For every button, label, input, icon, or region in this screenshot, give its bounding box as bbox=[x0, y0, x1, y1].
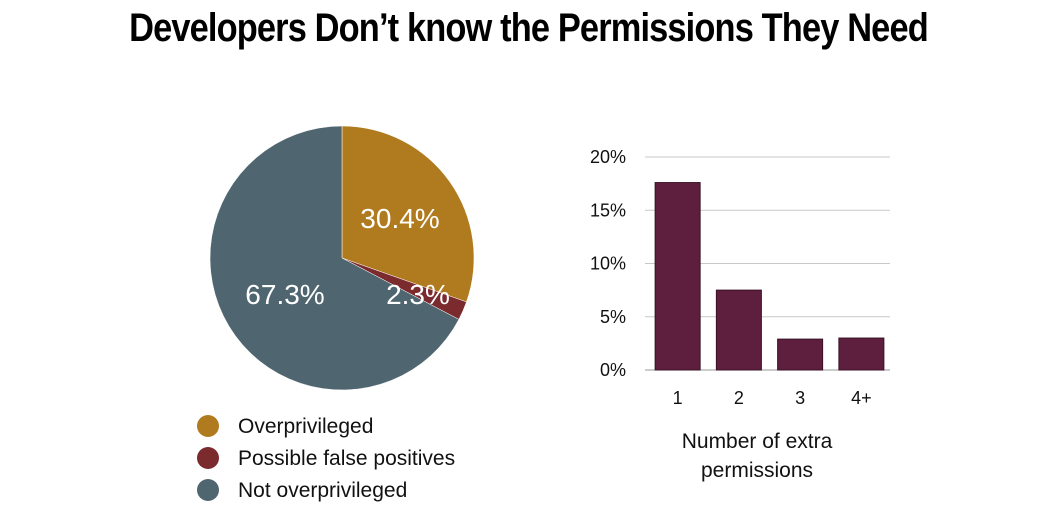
x-tick-label: 2 bbox=[734, 388, 744, 408]
legend-item-label: Possible false positives bbox=[238, 447, 455, 470]
legend-swatch bbox=[197, 479, 219, 501]
bar-3 bbox=[777, 338, 824, 371]
y-tick-label: 15% bbox=[590, 200, 626, 220]
pie-label-overprivileged: 30.4% bbox=[360, 203, 439, 234]
bar-chart: 0% 5% 10% 15% 20% 1 2 3 4+ Number of extra permiss… bbox=[590, 147, 890, 482]
x-tick-label: 4+ bbox=[851, 388, 872, 408]
y-tick-label: 10% bbox=[590, 254, 626, 274]
x-tick-label: 3 bbox=[795, 388, 805, 408]
x-axis-label: permissions bbox=[701, 459, 813, 482]
y-tick-label: 20% bbox=[590, 147, 626, 167]
legend-item-label: Overprivileged bbox=[238, 415, 373, 438]
pie-label-not-overprivileged: 67.3% bbox=[245, 279, 324, 310]
bar-2 bbox=[715, 289, 762, 371]
x-axis-label: Number of extra bbox=[682, 430, 833, 453]
legend-item-label: Not overprivileged bbox=[238, 479, 407, 502]
x-tick-label: 1 bbox=[673, 388, 683, 408]
pie-label-possible-false-positives: 2.3% bbox=[386, 279, 450, 310]
pie-legend: Overprivileged Possible false positives No… bbox=[197, 415, 455, 502]
legend-swatch bbox=[197, 415, 219, 437]
bar-4+ bbox=[838, 337, 885, 371]
legend-swatch bbox=[197, 447, 219, 469]
pie-slice-not-overprivileged bbox=[209, 125, 460, 391]
pie-slice-overprivileged bbox=[341, 125, 475, 303]
bar-1 bbox=[654, 182, 701, 371]
y-tick-label: 0% bbox=[600, 360, 626, 380]
y-tick-label: 5% bbox=[600, 307, 626, 327]
pie-chart: 30.4% 2.3% 67.3% bbox=[209, 125, 475, 391]
page-title: Developers Don’t know the Permissions Th… bbox=[129, 6, 929, 50]
